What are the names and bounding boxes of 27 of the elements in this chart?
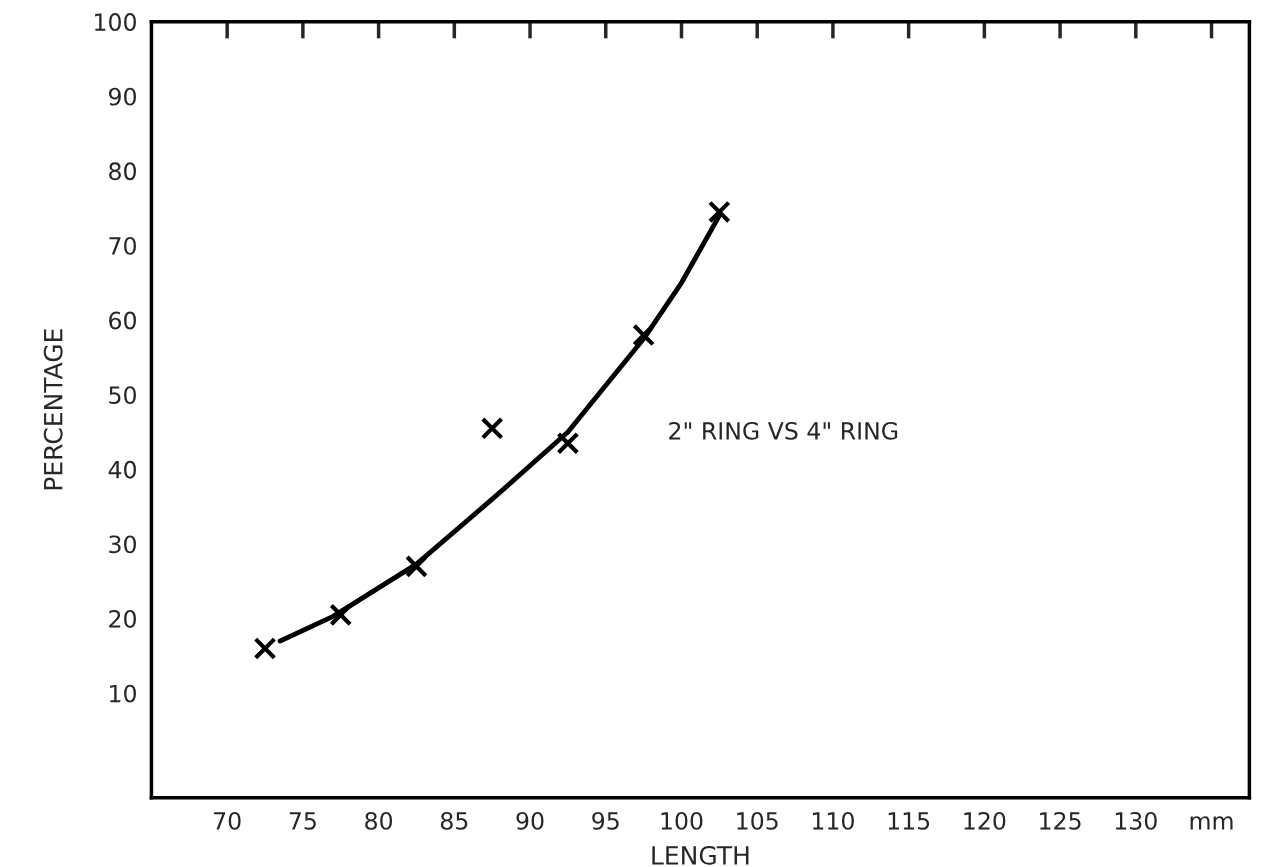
y-tick-label: 90	[108, 87, 136, 106]
x-tick-label: 115	[888, 812, 930, 830]
x-tick-label: 120	[964, 811, 1006, 830]
x-tick-label: 105	[737, 811, 778, 830]
y-tick-label: 10	[110, 684, 136, 703]
x-tick-label: 90	[516, 811, 544, 830]
x-axis-title: LENGTH	[652, 845, 749, 865]
y-tick-label: 40	[108, 460, 136, 479]
x-tick-label: 85	[440, 811, 468, 830]
y-tick-label: 100	[95, 13, 136, 31]
y-tick-label: 80	[109, 162, 136, 181]
y-tick-label: 20	[109, 610, 136, 628]
x-tick-label: 80	[365, 811, 393, 830]
x-tick-label: 110	[812, 811, 854, 830]
y-tick-label: 70	[109, 236, 136, 255]
x-tick-label: 125	[1040, 811, 1081, 830]
y-axis-title: PERCENTAGE	[43, 329, 63, 490]
x-tick-label: 75	[289, 812, 316, 830]
x-tick-label: 100	[661, 811, 703, 830]
y-tick-label: 50	[109, 386, 136, 405]
y-tick-label: 30	[109, 535, 136, 554]
x-tick-label: mm	[1190, 816, 1233, 830]
x-tick-label: 95	[592, 811, 619, 830]
annotation: 2" RING VS 4" RING	[669, 421, 898, 440]
x-tick-label: 70	[214, 811, 241, 830]
x-tick-label: 130	[1115, 811, 1157, 830]
y-tick-label: 60	[109, 311, 136, 330]
